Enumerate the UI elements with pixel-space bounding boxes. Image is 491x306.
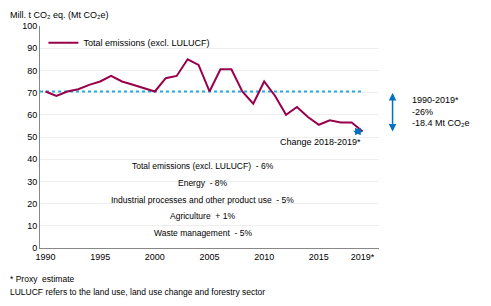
svg-text:1995: 1995	[90, 252, 110, 262]
svg-text:20: 20	[27, 199, 37, 209]
svg-text:2000: 2000	[145, 252, 165, 262]
svg-text:Change 2018-2019*: Change 2018-2019*	[280, 137, 361, 147]
svg-text:90: 90	[27, 43, 37, 53]
svg-text:30: 30	[27, 177, 37, 187]
svg-text:1990: 1990	[35, 252, 55, 262]
svg-text:* Proxy estimate: * Proxy estimate	[10, 274, 75, 284]
svg-text:Mill. t CO₂ eq. (Mt CO₂e): Mill. t CO₂ eq. (Mt CO₂e)	[10, 10, 109, 20]
svg-text:Agriculture + 1%: Agriculture + 1%	[170, 211, 235, 221]
svg-text:80: 80	[27, 66, 37, 76]
svg-text:2015: 2015	[309, 252, 329, 262]
svg-text:0: 0	[32, 243, 37, 253]
svg-text:1990-2019*-26%-18.4 Mt CO₂e: 1990-2019*-26%-18.4 Mt CO₂e	[412, 95, 470, 128]
svg-text:2019*: 2019*	[351, 252, 375, 262]
svg-text:10: 10	[27, 221, 37, 231]
svg-text:Waste management - 5%: Waste management - 5%	[154, 228, 252, 238]
svg-text:40: 40	[27, 154, 37, 164]
svg-text:Energy - 8%: Energy - 8%	[178, 178, 228, 188]
svg-text:2010: 2010	[254, 252, 274, 262]
svg-text:50: 50	[27, 132, 37, 142]
svg-text:Total emissions (excl. LULUCF): Total emissions (excl. LULUCF)	[83, 38, 209, 48]
svg-text:LULUCF refers to the land use,: LULUCF refers to the land use, land use …	[10, 287, 265, 297]
svg-text:70: 70	[27, 88, 37, 98]
svg-text:100: 100	[22, 21, 37, 31]
svg-text:Total emissions (excl. LULUCF): Total emissions (excl. LULUCF) - 6%	[132, 161, 274, 171]
svg-text:2005: 2005	[199, 252, 219, 262]
svg-text:Industrial processes and other: Industrial processes and other product u…	[111, 195, 294, 205]
svg-text:60: 60	[27, 110, 37, 120]
